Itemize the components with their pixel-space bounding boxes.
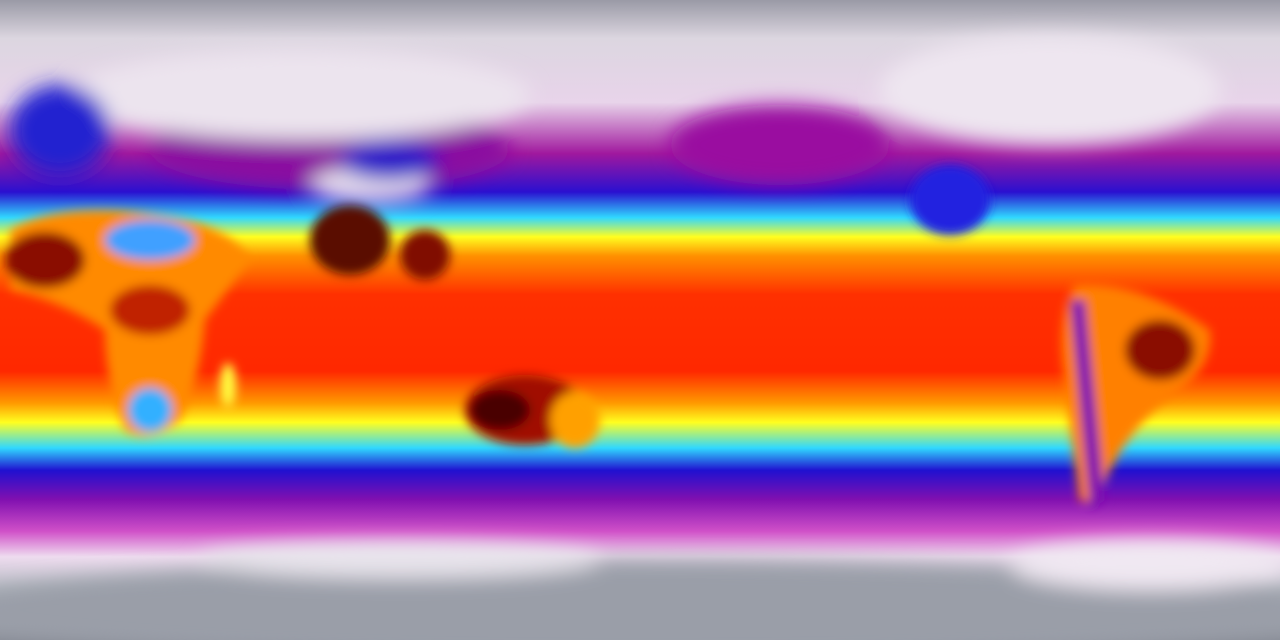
southern-ocean-white-2 — [1010, 540, 1280, 590]
northern-landmasses — [10, 35, 1220, 203]
antarctica-ice — [0, 560, 1280, 640]
north-america-snow — [880, 35, 1220, 145]
africa-highlands — [105, 220, 195, 260]
tropical-landmasses — [5, 165, 1211, 510]
southern-ocean-white — [200, 542, 600, 578]
eurasia-snow — [70, 50, 530, 140]
australia-east — [550, 392, 600, 448]
mexico-andes — [910, 165, 990, 235]
madagascar — [220, 363, 236, 407]
indochina — [400, 230, 450, 280]
africa-cape — [128, 388, 172, 432]
australia-interior — [470, 390, 530, 430]
africa-south-hot — [110, 285, 190, 335]
north-atlantic-blue — [10, 85, 110, 175]
north-pacific-cold — [670, 105, 890, 185]
sahara-hot — [5, 232, 85, 288]
mongolia-blue — [340, 140, 440, 180]
andes-cold — [1070, 300, 1105, 510]
amazon-hot — [1125, 320, 1195, 380]
southern-polar — [0, 540, 1280, 640]
india-hot — [310, 205, 390, 275]
